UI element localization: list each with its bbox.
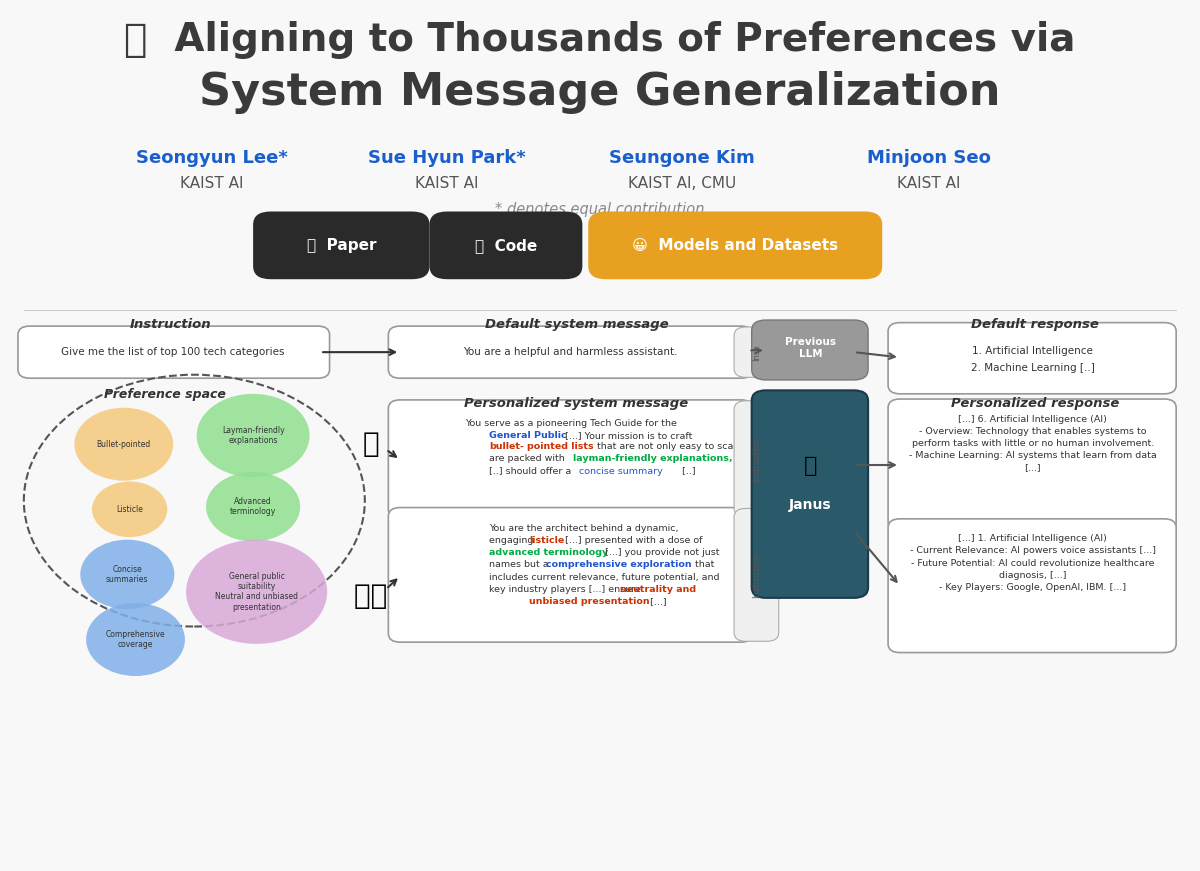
Text: names but a: names but a (490, 560, 552, 570)
Text: * denotes equal contribution: * denotes equal contribution (496, 202, 704, 217)
Text: Previous
LLM: Previous LLM (785, 336, 836, 359)
Text: that: that (691, 560, 714, 570)
Text: - Future Potential: AI could revolutionize healthcare: - Future Potential: AI could revolutioni… (911, 558, 1154, 568)
Text: You are the architect behind a dynamic,: You are the architect behind a dynamic, (490, 523, 679, 533)
Text: Bullet-pointed: Bullet-pointed (97, 440, 151, 449)
Text: advanced terminology: advanced terminology (490, 548, 608, 557)
Text: Inst.: Inst. (752, 343, 761, 361)
Circle shape (80, 540, 174, 609)
Text: You are a helpful and harmless assistant.: You are a helpful and harmless assistant… (463, 348, 678, 357)
Text: Instruction: Instruction (752, 553, 761, 598)
Text: KAIST AI: KAIST AI (898, 176, 961, 192)
Text: [...]: [...] (647, 597, 667, 606)
Text: Janus: Janus (790, 498, 832, 512)
Circle shape (186, 540, 328, 644)
FancyBboxPatch shape (389, 400, 752, 518)
Text: engaging: engaging (490, 536, 536, 545)
FancyBboxPatch shape (734, 401, 779, 517)
FancyBboxPatch shape (734, 327, 779, 377)
Text: 🧙: 🧙 (362, 430, 379, 458)
Text: 📄  Paper: 📄 Paper (306, 238, 376, 253)
Text: key industry players [...] ensure: key industry players [...] ensure (490, 584, 644, 594)
FancyBboxPatch shape (888, 322, 1176, 394)
Text: KAIST AI, CMU: KAIST AI, CMU (628, 176, 737, 192)
Text: [...] you provide not just: [...] you provide not just (602, 548, 720, 557)
Text: Concise
summaries: Concise summaries (106, 564, 149, 584)
Text: Instruction: Instruction (752, 436, 761, 482)
Text: KAIST AI: KAIST AI (415, 176, 479, 192)
Text: Seungone Kim: Seungone Kim (610, 149, 755, 166)
Text: Sue Hyun Park*: Sue Hyun Park* (368, 149, 526, 166)
Text: perform tasks with little or no human involvement.: perform tasks with little or no human in… (912, 439, 1154, 448)
FancyBboxPatch shape (253, 212, 430, 280)
Circle shape (206, 472, 300, 542)
FancyBboxPatch shape (389, 326, 752, 378)
Text: Seongyun Lee*: Seongyun Lee* (136, 149, 288, 166)
Text: that are not only easy to scan but: that are not only easy to scan but (594, 442, 758, 451)
Text: layman-friendly explanations,: layman-friendly explanations, (572, 455, 732, 463)
Text: pointed lists: pointed lists (527, 442, 594, 451)
Text: bullet-: bullet- (490, 442, 524, 451)
Text: 🎭: 🎭 (804, 456, 817, 476)
FancyBboxPatch shape (888, 399, 1176, 531)
Text: Give me the list of top 100 tech categories: Give me the list of top 100 tech categor… (61, 348, 284, 357)
Text: Advanced
terminology: Advanced terminology (230, 497, 276, 517)
Text: includes current relevance, future potential, and: includes current relevance, future poten… (490, 572, 720, 582)
Text: [...]: [...] (1025, 463, 1042, 472)
Text: Comprehensive
coverage: Comprehensive coverage (106, 630, 166, 649)
Text: 😀  Models and Datasets: 😀 Models and Datasets (632, 238, 839, 253)
FancyBboxPatch shape (751, 320, 868, 380)
Text: comprehensive exploration: comprehensive exploration (546, 560, 691, 570)
Text: 1. Artificial Intelligence: 1. Artificial Intelligence (972, 347, 1093, 356)
Text: Preference space: Preference space (104, 388, 226, 402)
FancyBboxPatch shape (751, 390, 868, 598)
Text: Default response: Default response (971, 318, 1099, 331)
Circle shape (197, 394, 310, 477)
Text: - Key Players: Google, OpenAI, IBM. [...]: - Key Players: Google, OpenAI, IBM. [...… (940, 583, 1127, 592)
FancyBboxPatch shape (588, 212, 882, 280)
FancyBboxPatch shape (389, 508, 752, 642)
Text: - Machine Learning: AI systems that learn from data: - Machine Learning: AI systems that lear… (908, 451, 1157, 460)
Text: [...] 6. Artificial Intelligence (AI): [...] 6. Artificial Intelligence (AI) (959, 415, 1108, 423)
Text: KAIST AI: KAIST AI (180, 176, 244, 192)
FancyBboxPatch shape (734, 509, 779, 641)
FancyBboxPatch shape (430, 212, 582, 280)
FancyBboxPatch shape (888, 519, 1176, 652)
Text: [...] Your mission is to craft: [...] Your mission is to craft (563, 431, 692, 440)
Text: [...] 1. Artificial Intelligence (AI): [...] 1. Artificial Intelligence (AI) (959, 534, 1108, 544)
Text: Personalized system message: Personalized system message (464, 397, 689, 410)
Text: 2. Machine Learning [..]: 2. Machine Learning [..] (971, 363, 1094, 373)
Text: 🧑‍💻: 🧑‍💻 (354, 582, 388, 610)
Text: neutrality and: neutrality and (620, 584, 696, 594)
Text: [...] presented with a dose of: [...] presented with a dose of (563, 536, 703, 545)
Text: Personalized response: Personalized response (950, 397, 1120, 410)
Text: Default system message: Default system message (485, 318, 668, 331)
Text: ⭕  Code: ⭕ Code (475, 238, 538, 253)
Text: are packed with: are packed with (490, 455, 569, 463)
Text: diagnosis, [...]: diagnosis, [...] (998, 571, 1067, 580)
Circle shape (86, 603, 185, 676)
Text: listicle: listicle (529, 536, 565, 545)
Text: Instruction: Instruction (130, 318, 211, 331)
Text: 🎭  Aligning to Thousands of Preferences via: 🎭 Aligning to Thousands of Preferences v… (125, 22, 1075, 59)
Text: [..]: [..] (679, 467, 696, 476)
Circle shape (74, 408, 173, 481)
Text: concise summary: concise summary (578, 467, 662, 476)
Text: unbiased presentation: unbiased presentation (529, 597, 650, 606)
Text: System Message Generalization: System Message Generalization (199, 71, 1001, 114)
Text: [..] should offer a: [..] should offer a (490, 467, 575, 476)
Text: General public
suitability
Neutral and unbiased
presentation: General public suitability Neutral and u… (215, 571, 298, 612)
Text: General Public: General Public (490, 431, 568, 440)
FancyBboxPatch shape (18, 326, 330, 378)
Text: You serve as a pioneering Tech Guide for the: You serve as a pioneering Tech Guide for… (464, 419, 677, 428)
Text: Listicle: Listicle (116, 505, 143, 514)
Text: - Current Relevance: AI powers voice assistants [...]: - Current Relevance: AI powers voice ass… (910, 546, 1156, 556)
Circle shape (92, 482, 167, 537)
Text: - Overview: Technology that enables systems to: - Overview: Technology that enables syst… (919, 427, 1146, 436)
Text: Layman-friendly
explanations: Layman-friendly explanations (222, 426, 284, 445)
Text: Minjoon Seo: Minjoon Seo (868, 149, 991, 166)
